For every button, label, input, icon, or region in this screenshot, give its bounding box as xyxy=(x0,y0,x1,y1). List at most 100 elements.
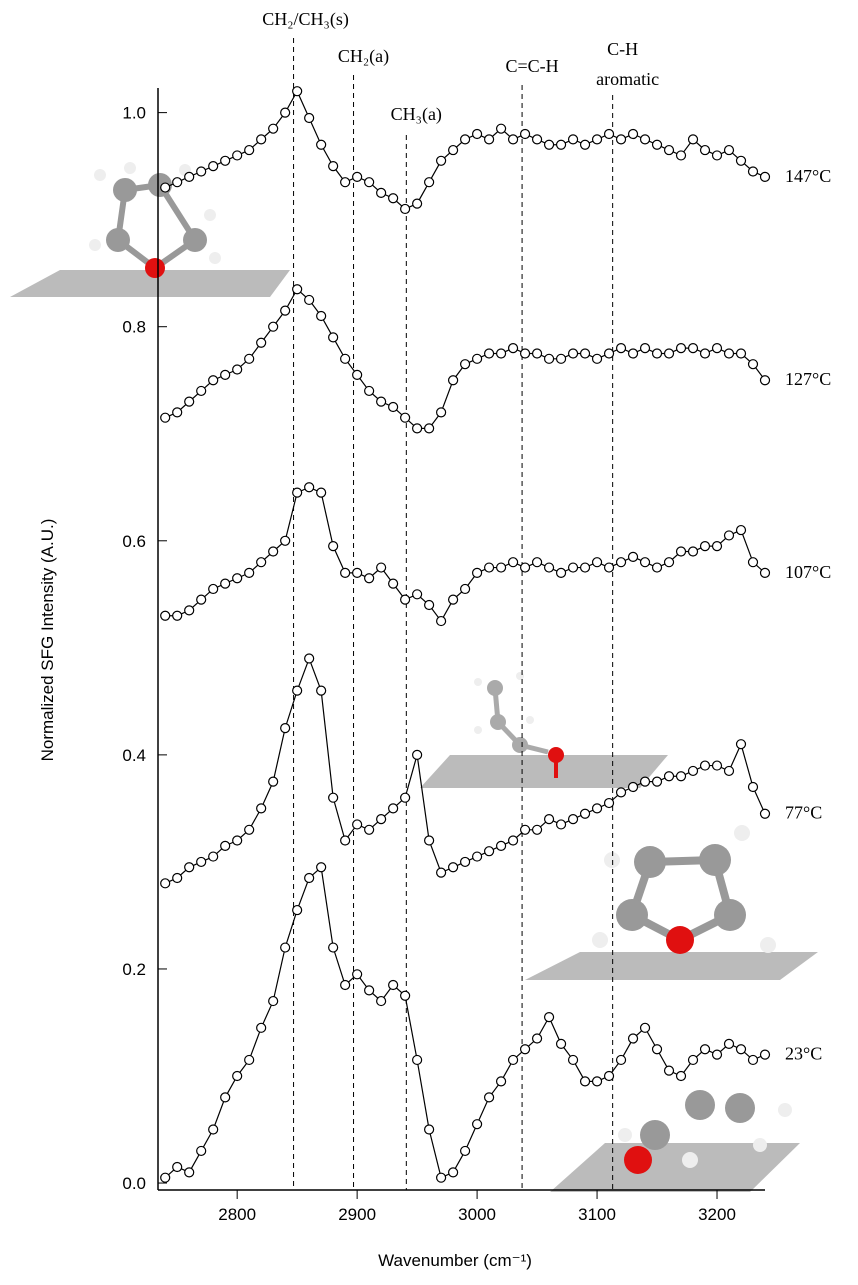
annotation-label: CH₃(a) xyxy=(391,104,442,125)
data-point xyxy=(651,776,663,787)
molecule-77 xyxy=(420,672,668,788)
data-point xyxy=(615,343,627,354)
data-point xyxy=(711,1049,723,1060)
data-point xyxy=(436,1172,447,1183)
data-point xyxy=(436,867,447,878)
data-point xyxy=(436,615,447,627)
data-point xyxy=(663,1065,675,1076)
data-point xyxy=(424,599,435,611)
data-point xyxy=(352,969,363,980)
data-point xyxy=(687,546,699,557)
data-point xyxy=(364,573,375,584)
data-point xyxy=(388,979,399,991)
data-point xyxy=(424,835,435,846)
data-point xyxy=(184,605,195,616)
data-point xyxy=(495,562,507,573)
data-point xyxy=(687,1054,699,1066)
data-point xyxy=(172,610,183,621)
data-point xyxy=(651,562,663,573)
data-point xyxy=(735,1044,747,1055)
data-point xyxy=(699,348,711,359)
annotation-label: CH₂/CH₃(s) xyxy=(262,9,349,30)
data-point xyxy=(627,348,639,359)
data-point xyxy=(172,177,183,188)
data-point xyxy=(172,872,183,884)
y-tick-label: 0.2 xyxy=(122,960,146,979)
data-point xyxy=(723,1038,735,1049)
data-point xyxy=(256,337,267,348)
y-axis-label: Normalized SFG Intensity (A.U.) xyxy=(38,519,57,762)
molecule-23 xyxy=(550,1090,800,1192)
data-point xyxy=(555,353,567,364)
data-point xyxy=(459,856,471,868)
data-point xyxy=(723,144,735,156)
series-label: 77°C xyxy=(785,803,822,823)
data-point xyxy=(364,985,375,996)
data-point xyxy=(627,128,639,140)
data-point xyxy=(699,760,711,771)
data-point xyxy=(304,294,315,306)
data-point xyxy=(256,557,267,568)
data-point xyxy=(567,562,579,573)
data-point xyxy=(591,803,603,814)
data-point xyxy=(675,150,687,161)
data-point xyxy=(388,578,399,589)
data-point xyxy=(328,942,339,953)
data-point xyxy=(244,353,255,364)
data-point xyxy=(507,557,519,568)
data-point xyxy=(208,375,219,386)
data-point xyxy=(196,1145,207,1157)
data-point xyxy=(268,321,279,332)
data-point xyxy=(651,139,663,150)
data-point xyxy=(639,1022,651,1033)
data-point xyxy=(495,123,507,134)
data-point xyxy=(759,375,771,386)
data-point xyxy=(268,123,279,134)
data-point xyxy=(376,396,387,407)
data-point xyxy=(376,995,387,1007)
data-point xyxy=(699,144,711,156)
data-point xyxy=(280,723,291,734)
data-point xyxy=(507,835,519,846)
x-tick-label: 3000 xyxy=(458,1205,496,1224)
data-point xyxy=(160,878,171,889)
data-point xyxy=(184,862,195,873)
data-point xyxy=(340,353,351,364)
data-point xyxy=(531,824,543,835)
data-point xyxy=(220,1092,231,1103)
data-point xyxy=(603,562,615,573)
data-point xyxy=(615,787,627,798)
data-point xyxy=(412,749,423,760)
data-point xyxy=(280,305,291,316)
data-point xyxy=(316,139,327,150)
data-point xyxy=(340,177,351,188)
series-label: 147°C xyxy=(785,166,831,186)
data-point xyxy=(280,942,291,953)
data-point xyxy=(495,348,507,359)
data-point xyxy=(268,546,279,557)
data-point xyxy=(208,1124,219,1135)
data-point xyxy=(292,487,303,498)
data-point xyxy=(543,139,555,150)
data-point xyxy=(280,107,291,118)
series-line xyxy=(164,866,766,1179)
data-point xyxy=(591,557,603,568)
data-point xyxy=(711,760,723,771)
data-point xyxy=(567,348,579,359)
data-point xyxy=(328,541,339,552)
data-point xyxy=(220,840,231,851)
data-point xyxy=(160,182,171,193)
data-point xyxy=(567,134,579,145)
data-point xyxy=(675,546,687,557)
data-point xyxy=(531,134,543,145)
data-point xyxy=(412,1054,423,1066)
data-point xyxy=(184,171,195,182)
data-point xyxy=(304,653,315,664)
data-point xyxy=(579,1076,591,1087)
data-point xyxy=(483,134,495,145)
data-point xyxy=(220,578,231,589)
data-point xyxy=(615,1054,627,1066)
data-point xyxy=(412,423,423,434)
